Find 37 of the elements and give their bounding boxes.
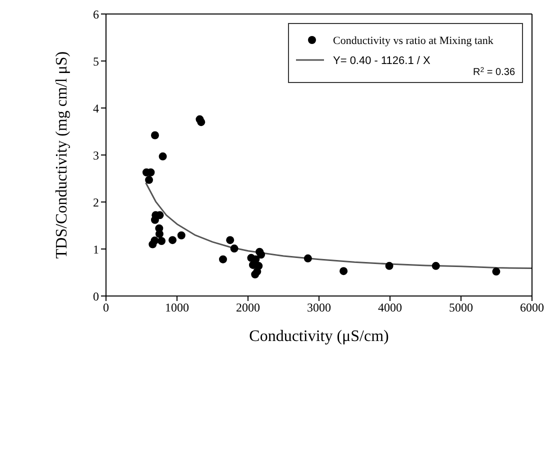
point xyxy=(385,262,394,270)
y-tick-label: 2 xyxy=(93,195,99,210)
x-tick-label: 2000 xyxy=(236,300,260,315)
point xyxy=(492,268,500,276)
point xyxy=(177,231,186,240)
x-tick-label: 6000 xyxy=(520,300,544,315)
x-tick-label: 5000 xyxy=(449,300,473,315)
point xyxy=(340,267,348,276)
y-tick-label: 4 xyxy=(93,101,99,116)
point xyxy=(168,236,177,244)
point xyxy=(226,236,234,244)
legend-label: Conductivity vs ratio at Mixing tank xyxy=(333,35,494,47)
point xyxy=(150,236,159,245)
point xyxy=(158,237,166,246)
y-tick-label: 5 xyxy=(93,54,99,68)
point xyxy=(158,152,167,160)
point xyxy=(230,244,238,253)
y-tick-label: 0 xyxy=(93,289,99,304)
point xyxy=(257,250,266,259)
point xyxy=(251,270,260,278)
point xyxy=(197,118,206,126)
y-tick-label: 6 xyxy=(93,7,99,22)
point xyxy=(150,131,159,140)
y-tick-label: 3 xyxy=(93,148,99,162)
x-axis-title: Conductivity (μS/cm) xyxy=(249,328,389,345)
legend-label: Y= 0.40 - 1126.1 / X xyxy=(333,55,431,67)
annotation: R$^{2}$ = 0.36 xyxy=(473,66,516,78)
point xyxy=(432,262,440,270)
x-tick-label: 1000 xyxy=(165,300,189,315)
x-tick-label: 3000 xyxy=(307,300,331,315)
y-axis-title: TDS/Conductivity (mg cm/l μS) xyxy=(54,51,71,259)
y-tick-label: 1 xyxy=(93,242,99,256)
point xyxy=(219,255,228,264)
point xyxy=(145,176,154,184)
point xyxy=(304,254,312,262)
x-tick-label: 4000 xyxy=(378,300,402,315)
x-tick-label: 0 xyxy=(103,300,109,315)
